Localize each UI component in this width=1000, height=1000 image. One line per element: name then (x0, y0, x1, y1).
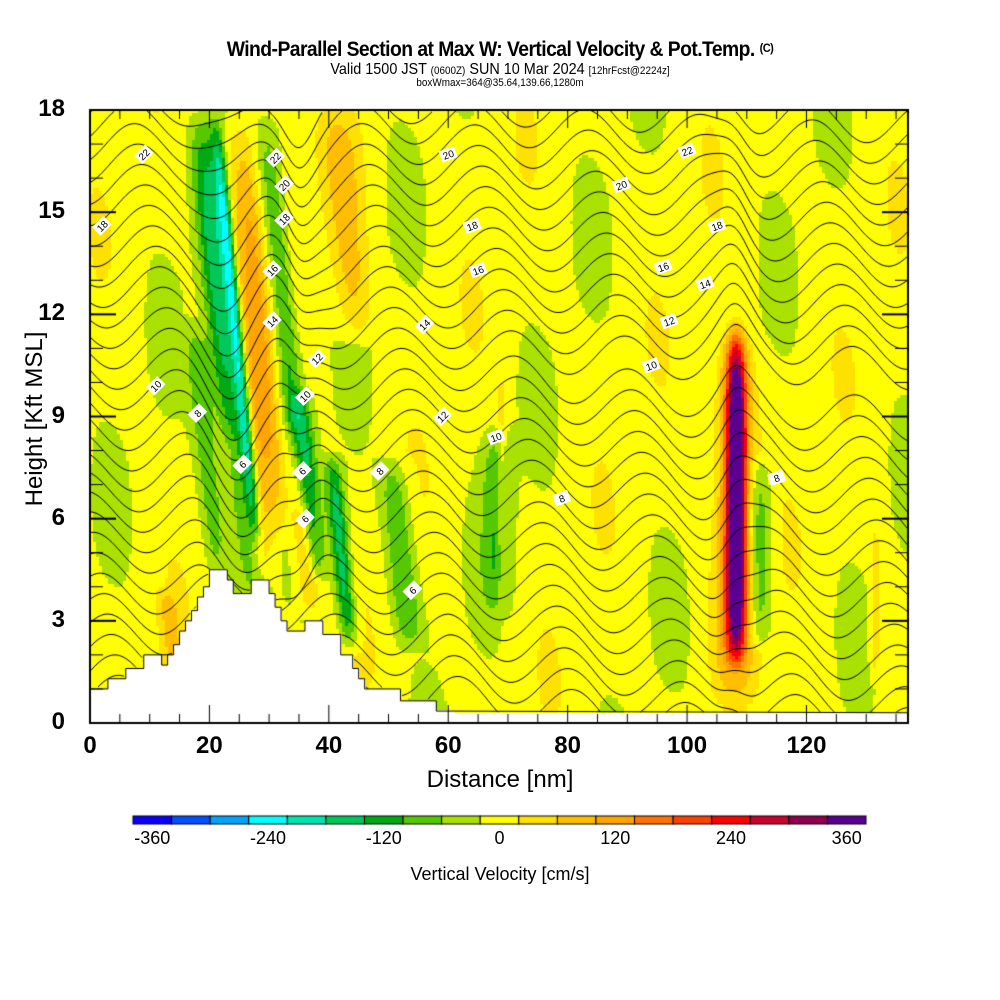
y-tick-label: 15 (38, 197, 65, 225)
valid-time-line: Valid 1500 JST (0600Z) SUN 10 Mar 2024 [… (50, 61, 950, 79)
boxwmax-line: boxWmax=364@35.64,139.66,1280m (416, 77, 584, 89)
copyright-mark: (C) (759, 41, 774, 55)
x-tick-label: 100 (667, 732, 708, 759)
y-axis-label: Height [Kft MSL] (21, 331, 48, 507)
x-tick-label: 80 (554, 732, 582, 759)
y-tick-label: 18 (38, 95, 65, 122)
colorbar-tick-label: 120 (600, 828, 631, 848)
chart-title: Wind-Parallel Section at Max W: Vertical… (40, 38, 960, 62)
forecast-info: [12hrFcst@2224z] (588, 65, 670, 77)
valid-utc-time: (0600Z) (430, 65, 466, 77)
valid-local-time: Valid 1500 JST (330, 61, 427, 78)
colorbar-tick-label: 240 (715, 828, 746, 848)
x-tick-label: 0 (83, 732, 97, 759)
y-tick-label: 3 (51, 605, 65, 633)
colorbar-tick-label: -120 (365, 828, 402, 848)
x-tick-label: 20 (196, 732, 223, 759)
x-tick-label: 120 (786, 732, 827, 759)
title-text: Wind-Parallel Section at Max W: Vertical… (226, 38, 756, 61)
y-tick-label: 0 (51, 708, 65, 735)
y-tick-label: 12 (38, 299, 65, 327)
colorbar-label: Vertical Velocity [cm/s] (410, 864, 590, 884)
valid-date: SUN 10 Mar 2024 (469, 61, 585, 78)
colorbar-tick-label: -360 (134, 828, 171, 848)
colorbar-tick-label: 360 (831, 828, 862, 848)
x-tick-label: 40 (315, 732, 343, 759)
y-tick-label: 9 (51, 401, 65, 429)
colorbar-tick-label: -240 (250, 828, 287, 848)
x-axis-label: Distance [nm] (426, 766, 574, 793)
y-tick-label: 6 (51, 503, 65, 531)
colorbar-tick-label: 0 (494, 828, 505, 848)
x-tick-label: 60 (434, 732, 462, 759)
